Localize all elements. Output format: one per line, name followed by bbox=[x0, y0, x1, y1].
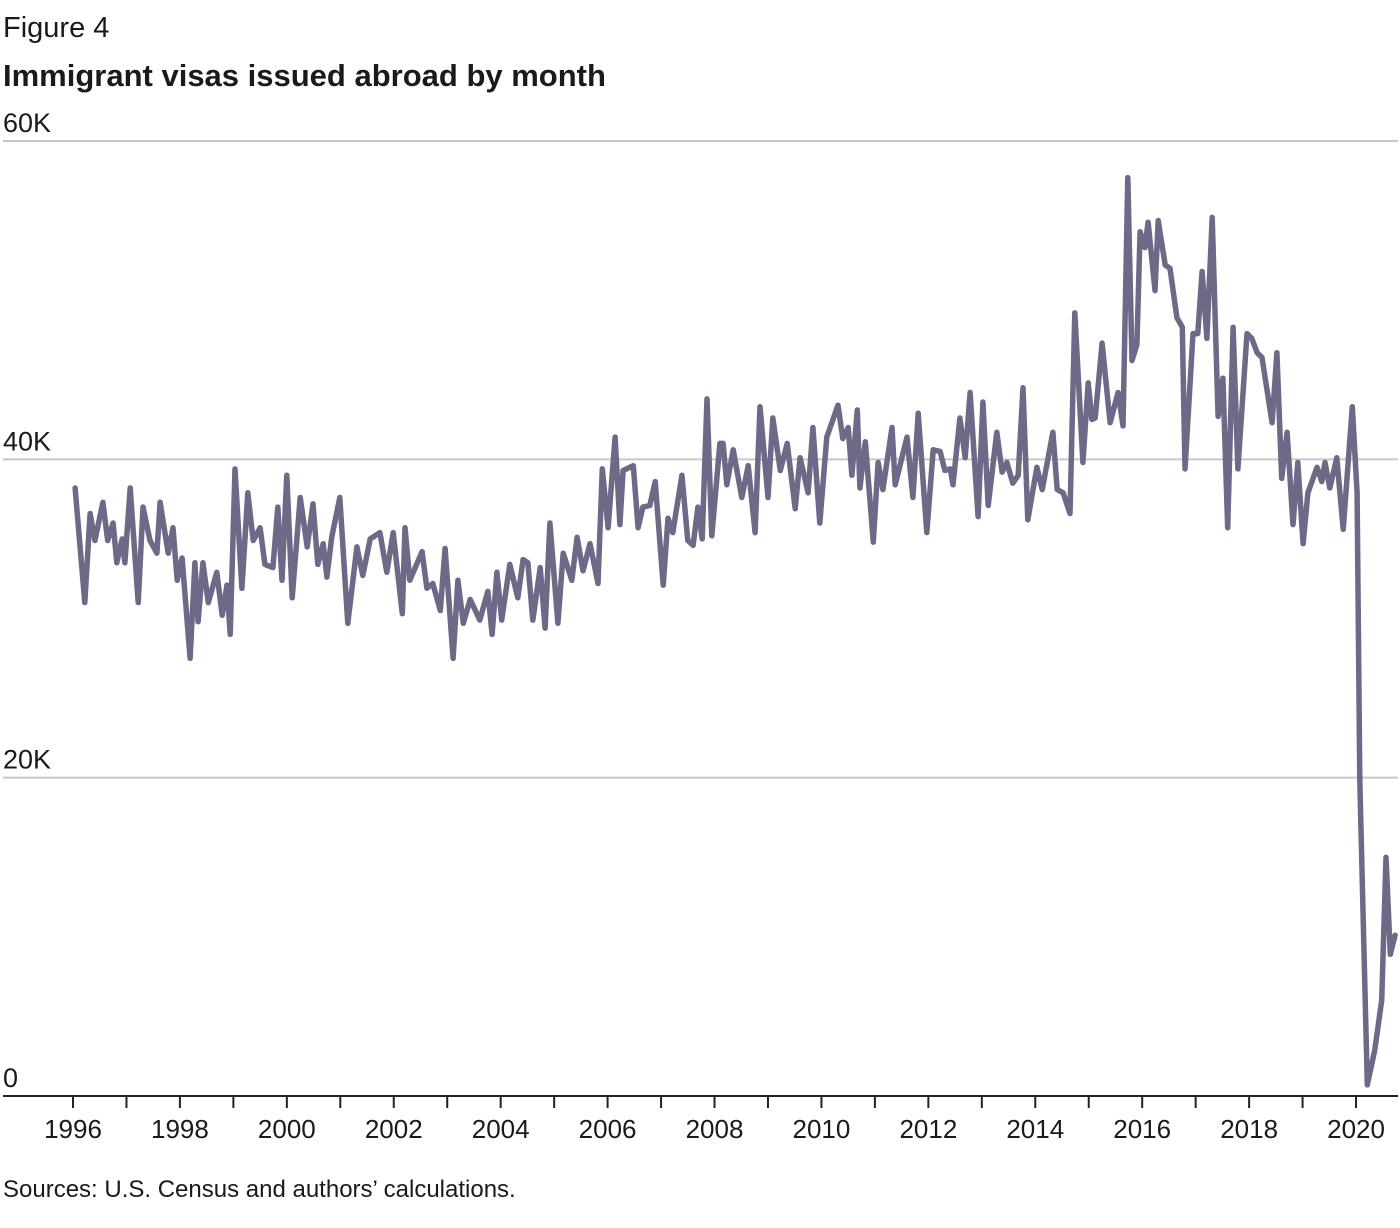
x-tick-label: 2016 bbox=[1113, 1114, 1171, 1144]
x-tick-label: 2008 bbox=[686, 1114, 744, 1144]
x-tick-label: 2004 bbox=[472, 1114, 530, 1144]
y-tick-label: 20K bbox=[3, 745, 51, 775]
x-tick-label: 2002 bbox=[365, 1114, 423, 1144]
x-tick-label: 2010 bbox=[793, 1114, 851, 1144]
x-tick-label: 2006 bbox=[579, 1114, 637, 1144]
chart-title: Immigrant visas issued abroad by month bbox=[3, 58, 606, 93]
x-tick-label: 2018 bbox=[1220, 1114, 1278, 1144]
source-note: Sources: U.S. Census and authors’ calcul… bbox=[3, 1176, 516, 1203]
x-tick-label: 2020 bbox=[1327, 1114, 1385, 1144]
x-tick-label: 2012 bbox=[899, 1114, 957, 1144]
x-tick-label: 1998 bbox=[151, 1114, 209, 1144]
x-tick-label: 1996 bbox=[44, 1114, 102, 1144]
y-tick-label: 60K bbox=[3, 108, 51, 138]
y-tick-label: 40K bbox=[3, 426, 51, 456]
figure-label: Figure 4 bbox=[3, 12, 110, 44]
x-tick-label: 2014 bbox=[1006, 1114, 1064, 1144]
x-tick-label: 2000 bbox=[258, 1114, 316, 1144]
y-tick-label: 0 bbox=[3, 1063, 18, 1093]
series-line bbox=[72, 174, 1398, 1088]
